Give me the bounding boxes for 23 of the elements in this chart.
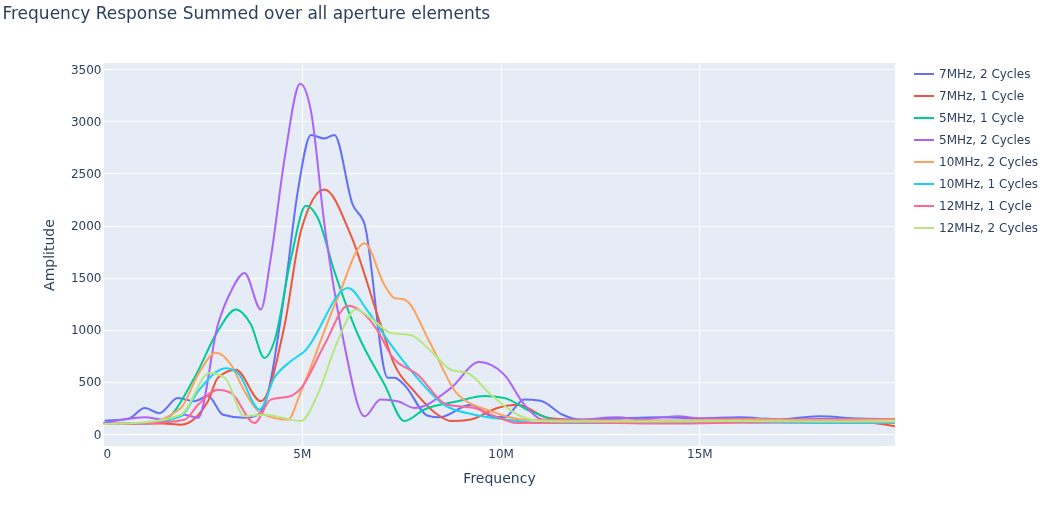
y-tick-label: 1000 — [70, 323, 102, 338]
chart-title: Frequency Response Summed over all aperture elements — [2, 3, 491, 23]
x-tick-label: 0 — [103, 446, 112, 461]
legend-label: 12MHz, 1 Cycle — [939, 199, 1032, 213]
legend-label: 7MHz, 2 Cycles — [939, 67, 1031, 81]
y-tick-label: 2500 — [70, 166, 102, 181]
legend-label: 10MHz, 1 Cycles — [939, 177, 1039, 191]
x-tick-label: 15M — [687, 446, 713, 461]
y-tick-label: 0 — [93, 427, 102, 442]
x-axis-title: Frequency — [463, 469, 536, 486]
y-tick-label: 500 — [78, 375, 102, 390]
legend-label: 12MHz, 2 Cycles — [939, 221, 1039, 235]
legend-label: 10MHz, 2 Cycles — [939, 155, 1039, 169]
legend-label: 7MHz, 1 Cycle — [939, 89, 1025, 103]
x-tick-label: 10M — [488, 446, 514, 461]
legend-label: 5MHz, 1 Cycle — [939, 111, 1025, 125]
x-tick-label: 5M — [293, 446, 312, 461]
legend-label: 5MHz, 2 Cycles — [939, 133, 1031, 147]
y-tick-label: 3500 — [70, 62, 102, 77]
y-axis-title: Amplitude — [40, 219, 57, 291]
y-tick-label: 1500 — [70, 271, 102, 286]
y-tick-label: 2000 — [70, 219, 102, 234]
y-tick-label: 3000 — [70, 114, 102, 129]
